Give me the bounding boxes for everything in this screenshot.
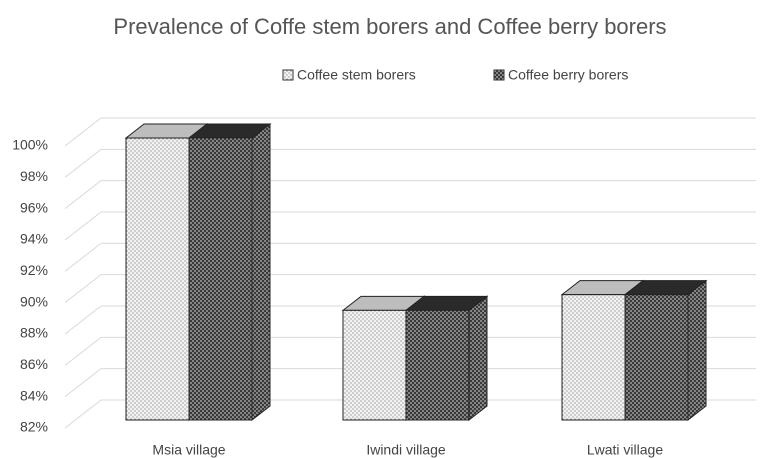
y-tick-label: 96%	[20, 199, 48, 215]
y-tick-label: 88%	[20, 325, 48, 341]
y-tick-label: 98%	[20, 168, 48, 184]
legend-swatch	[282, 69, 294, 81]
grid-line	[64, 242, 102, 272]
y-tick-label: 82%	[20, 419, 48, 435]
y-tick-label: 86%	[20, 356, 48, 372]
grid-line	[64, 274, 102, 304]
legend-label: Coffee berry borers	[508, 67, 628, 83]
chart-title: Prevalence of Coffe stem borers and Coff…	[113, 14, 666, 39]
bar	[342, 309, 407, 421]
legend-label: Coffee stem borers	[297, 67, 416, 83]
grid-line	[64, 148, 102, 178]
grid-line	[64, 399, 102, 429]
x-tick-label: Lwati village	[587, 442, 663, 458]
bar	[561, 294, 626, 421]
grid-line	[64, 117, 102, 147]
y-tick-label: 90%	[20, 293, 48, 309]
y-tick-label: 100%	[12, 137, 48, 153]
bar-side	[251, 122, 271, 422]
bar	[624, 294, 689, 421]
y-tick-label: 84%	[20, 387, 48, 403]
bar-side	[687, 279, 707, 422]
y-tick-label: 92%	[20, 262, 48, 278]
x-tick-label: Iwindi village	[366, 442, 446, 458]
y-tick-label: 94%	[20, 231, 48, 247]
grid-line	[64, 180, 102, 210]
bar-side	[468, 295, 488, 422]
bar	[405, 309, 470, 421]
grid-line	[64, 211, 102, 241]
bar	[125, 137, 190, 421]
legend-swatch	[493, 69, 505, 81]
x-tick-label: Msia village	[152, 442, 225, 458]
grid-line	[64, 368, 102, 398]
grid-line	[64, 336, 102, 366]
grid-line	[64, 305, 102, 335]
bar	[188, 137, 253, 421]
